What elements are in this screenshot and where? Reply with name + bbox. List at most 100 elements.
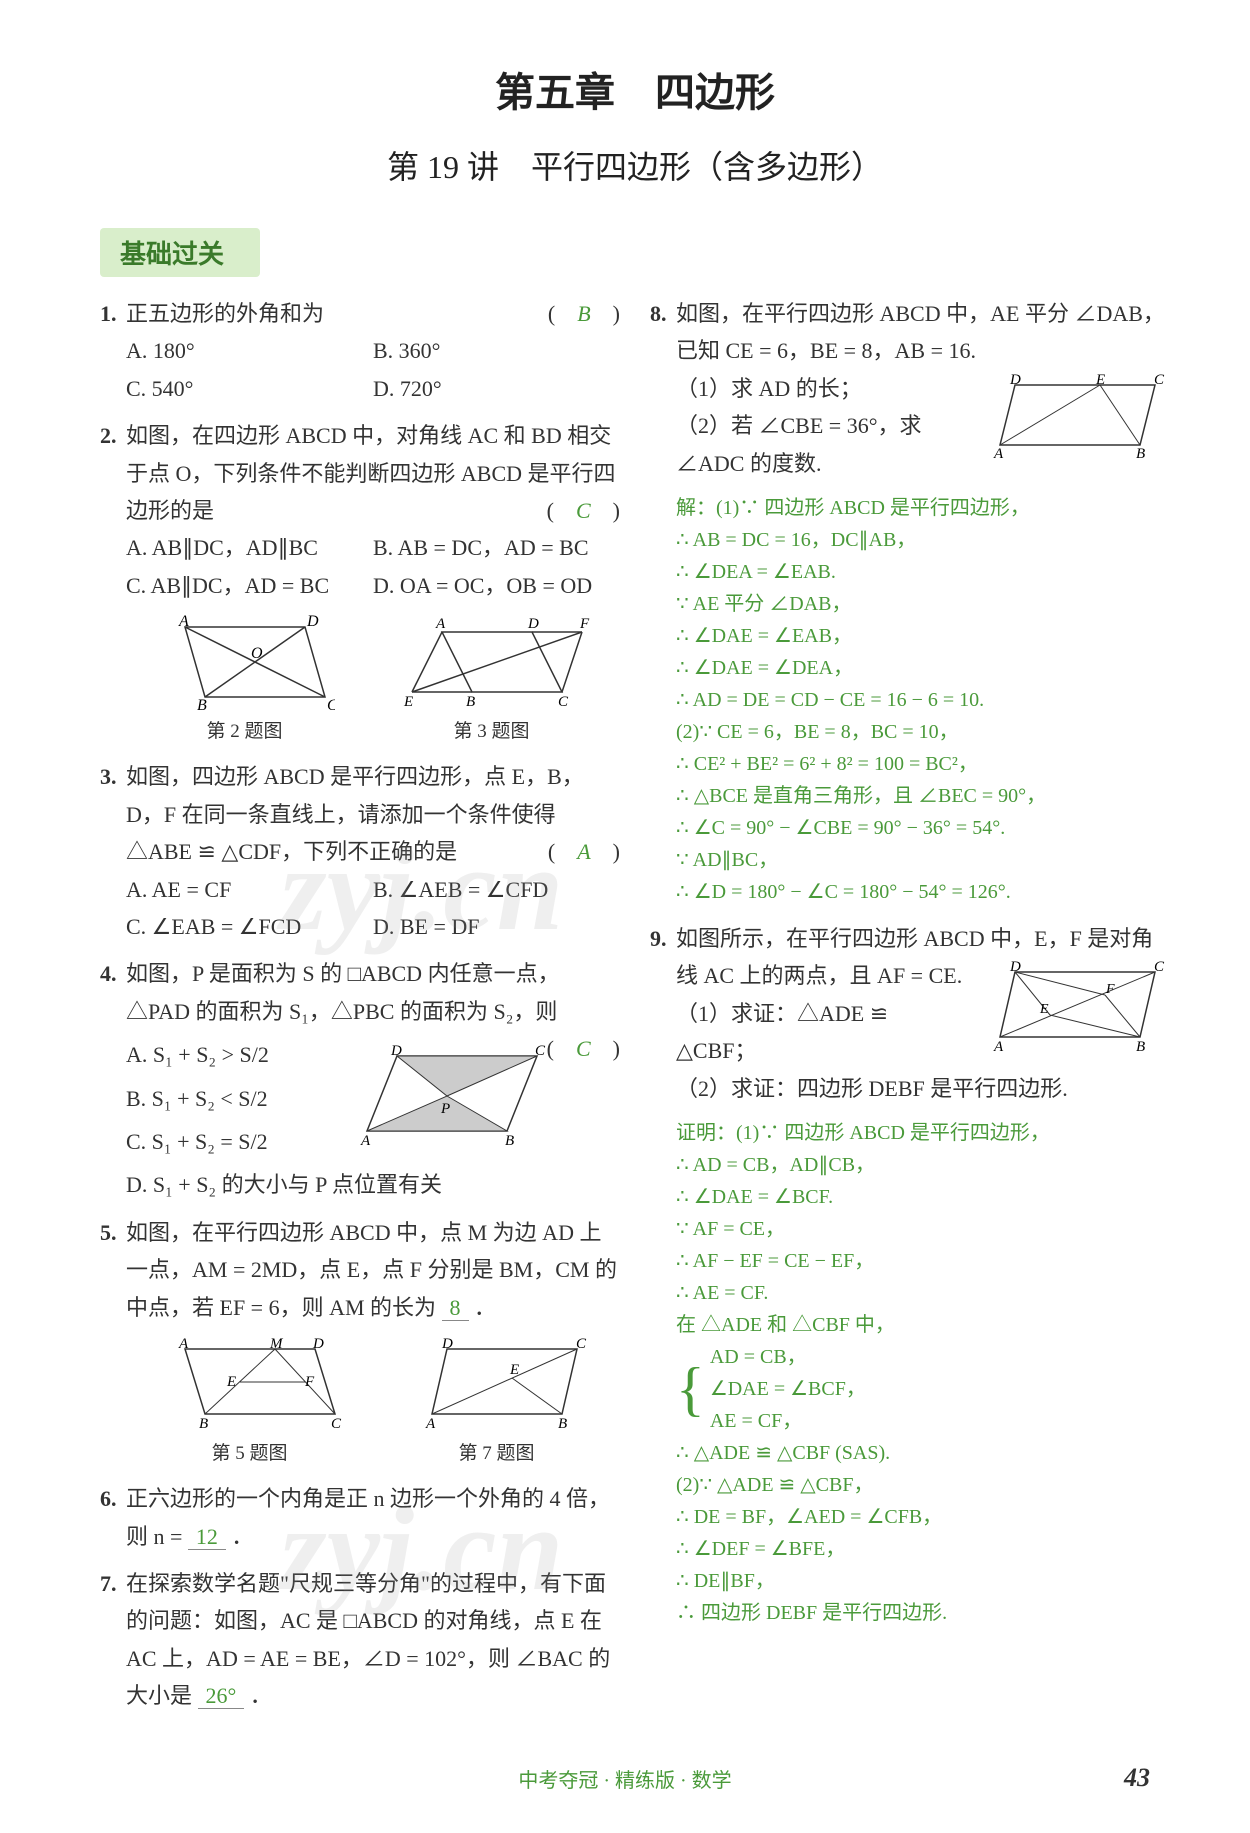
q9-sol2-line: ∴ 四边形 DEBF 是平行四边形. [676, 1597, 1170, 1629]
q9-brace-line: AE = CF， [710, 1405, 866, 1437]
svg-text:F: F [1105, 982, 1115, 997]
parallelogram-ebdf-icon: A D F E B C [392, 612, 592, 712]
q8-sol-line: ∴ ∠DAE = ∠EAB， [676, 620, 1170, 652]
svg-text:B: B [558, 1416, 567, 1432]
q5-text: 如图，在平行四边形 ABCD 中，点 M 为边 AD 上一点，AM = 2MD，… [126, 1220, 617, 1320]
q8-sol-line: ∴ ∠DAE = ∠DEA， [676, 652, 1170, 684]
q2-opt-a: A. AB∥DC，AD∥BC [126, 529, 373, 566]
svg-text:A: A [360, 1133, 371, 1149]
q3-answer: A [577, 839, 590, 864]
q8-sol-line: ∴ ∠DEA = ∠EAB. [676, 556, 1170, 588]
q8-sol-line: (2)∵ CE = 6，BE = 8，BC = 10， [676, 716, 1170, 748]
q9-number: 9. [650, 920, 667, 957]
q4-opt-d: D. S₁ + S₂ 的大小与 P 点位置有关 [126, 1166, 620, 1203]
q8-sol-line: ∴ AD = DE = CD − CE = 16 − 6 = 10. [676, 684, 1170, 716]
page-number: 43 [1124, 1763, 1150, 1793]
q9-sol-line: ∴ AE = CF. [676, 1277, 1170, 1309]
svg-text:E: E [226, 1374, 236, 1390]
svg-text:A: A [178, 1336, 189, 1352]
question-2: 2. 如图，在四边形 ABCD 中，对角线 AC 和 BD 相交于点 O，下列条… [100, 417, 620, 748]
q7-number: 7. [100, 1565, 117, 1602]
q3-opt-d: D. BE = DF [373, 908, 620, 945]
parallelogram-ae-bisector-icon: D E C A B [980, 370, 1170, 460]
q3-opt-b: B. ∠AEB = ∠CFD [373, 871, 620, 908]
svg-text:C: C [558, 694, 569, 710]
q1-opt-b: B. 360° [373, 332, 620, 369]
q9-sol-line: 在 △ADE 和 △CBF 中， [676, 1309, 1170, 1341]
svg-text:C: C [576, 1336, 587, 1352]
svg-text:O: O [251, 645, 263, 662]
q3-opt-a: A. AE = CF [126, 871, 373, 908]
svg-text:P: P [440, 1101, 450, 1117]
svg-text:E: E [1095, 372, 1105, 388]
q5-fig-caption: 第 5 题图 [211, 1443, 287, 1464]
q4-figure: A B C D P [347, 1041, 547, 1155]
q9-figure: D C A B E F [980, 957, 1170, 1068]
q4-opt-a: A. S₁ + S₂ > S/2 [126, 1036, 347, 1073]
svg-text:C: C [1154, 372, 1165, 388]
svg-text:F: F [304, 1374, 315, 1390]
q9-sol2-line: ∴ DE = BF，∠AED = ∠CFB， [676, 1501, 1170, 1533]
parallelogram-ac-e-icon: D C A B E [402, 1334, 592, 1434]
q9-part2: （2）求证：四边形 DEBF 是平行四边形. [676, 1070, 1170, 1107]
question-6: 6. 正六边形的一个内角是正 n 边形一个外角的 4 倍，则 n = 12 ． [100, 1480, 620, 1555]
q8-sol-line: 解：(1)∵ 四边形 ABCD 是平行四边形， [676, 492, 1170, 524]
svg-text:C: C [327, 697, 335, 712]
q7-fig-caption: 第 7 题图 [458, 1443, 534, 1464]
svg-text:E: E [509, 1362, 519, 1378]
q2-number: 2. [100, 417, 117, 454]
svg-text:M: M [269, 1336, 284, 1352]
svg-text:E: E [1039, 1002, 1049, 1017]
q4-opt-b: B. S₁ + S₂ < S/2 [126, 1080, 347, 1117]
question-3: 3. 如图，四边形 ABCD 是平行四边形，点 E，B，D，F 在同一条直线上，… [100, 758, 620, 945]
svg-text:B: B [1136, 446, 1145, 460]
q9-sol-line: ∴ ∠DAE = ∠BCF. [676, 1181, 1170, 1213]
svg-text:A: A [993, 1039, 1004, 1055]
q2-opt-c: C. AB∥DC，AD = BC [126, 567, 373, 604]
question-4: 4. 如图，P 是面积为 S 的 □ABCD 内任意一点，△PAD 的面积为 S… [100, 955, 620, 1203]
brace-icon: { [676, 1362, 705, 1416]
svg-text:D: D [390, 1043, 402, 1059]
q9-sol-line: ∴ AF − EF = CE − EF， [676, 1245, 1170, 1277]
q9-solution: 证明：(1)∵ 四边形 ABCD 是平行四边形， ∴ AD = CB，AD∥CB… [650, 1117, 1170, 1629]
svg-text:E: E [403, 694, 413, 710]
q9-sol-line: ∴ AD = CB，AD∥CB， [676, 1149, 1170, 1181]
footer-text: 中考夺冠 · 精练版 · 数学 [0, 1764, 1250, 1793]
q9-sol2-line: ∴ ∠DEF = ∠BFE， [676, 1533, 1170, 1565]
svg-text:B: B [199, 1416, 208, 1432]
svg-text:D: D [312, 1336, 324, 1352]
parallelogram-point-p-icon: A B C D P [347, 1041, 547, 1151]
q2-opt-d: D. OA = OC，OB = OD [373, 567, 620, 604]
svg-text:C: C [331, 1416, 342, 1432]
q4-number: 4. [100, 955, 117, 992]
q2-answer: C [576, 498, 591, 523]
q5-number: 5. [100, 1214, 117, 1251]
q8-sol-line: ∵ AD∥BC， [676, 844, 1170, 876]
svg-text:D: D [527, 616, 539, 632]
parallelogram-debf-icon: D C A B E F [980, 957, 1170, 1057]
q9-sol2-line: (2)∵ △ADE ≌ △CBF， [676, 1469, 1170, 1501]
svg-text:B: B [197, 697, 207, 712]
lecture-title: 第 19 讲 平行四边形（含多边形） [100, 142, 1170, 188]
right-column: 8. 如图，在平行四边形 ABCD 中，AE 平分 ∠DAB，已知 CE = 6… [650, 295, 1170, 1725]
q8-text: 如图，在平行四边形 ABCD 中，AE 平分 ∠DAB，已知 CE = 6，BE… [676, 301, 1165, 363]
q5-blank: 8 [442, 1295, 469, 1321]
left-column: 1. 正五边形的外角和为 ( B ) A. 180° B. 360° C. 54… [100, 295, 620, 1725]
svg-text:B: B [466, 694, 475, 710]
q9-sol2-line: ∴ △ADE ≌ △CBF (SAS). [676, 1437, 1170, 1469]
q2-opt-b: B. AB = DC，AD = BC [373, 529, 620, 566]
q7-figure: D C A B E 第 7 题图 [402, 1334, 592, 1470]
question-1: 1. 正五边形的外角和为 ( B ) A. 180° B. 360° C. 54… [100, 295, 620, 407]
q1-text: 正五边形的外角和为 [126, 301, 324, 326]
q9-sol2-line: ∴ DE∥BF， [676, 1565, 1170, 1597]
q1-answer: B [577, 301, 590, 326]
q4-opt-c: C. S₁ + S₂ = S/2 [126, 1123, 347, 1160]
svg-text:C: C [1154, 959, 1165, 975]
q8-sol-line: ∵ AE 平分 ∠DAB， [676, 588, 1170, 620]
q8-figure: D E C A B [980, 370, 1170, 471]
svg-text:B: B [505, 1133, 514, 1149]
q2-figure: A D B C O 第 2 题图 [155, 612, 335, 748]
svg-text:B: B [1136, 1039, 1145, 1055]
parallelogram-midpoints-icon: A M D B C E F [155, 1334, 345, 1434]
section-heading: 基础过关 [100, 228, 260, 277]
